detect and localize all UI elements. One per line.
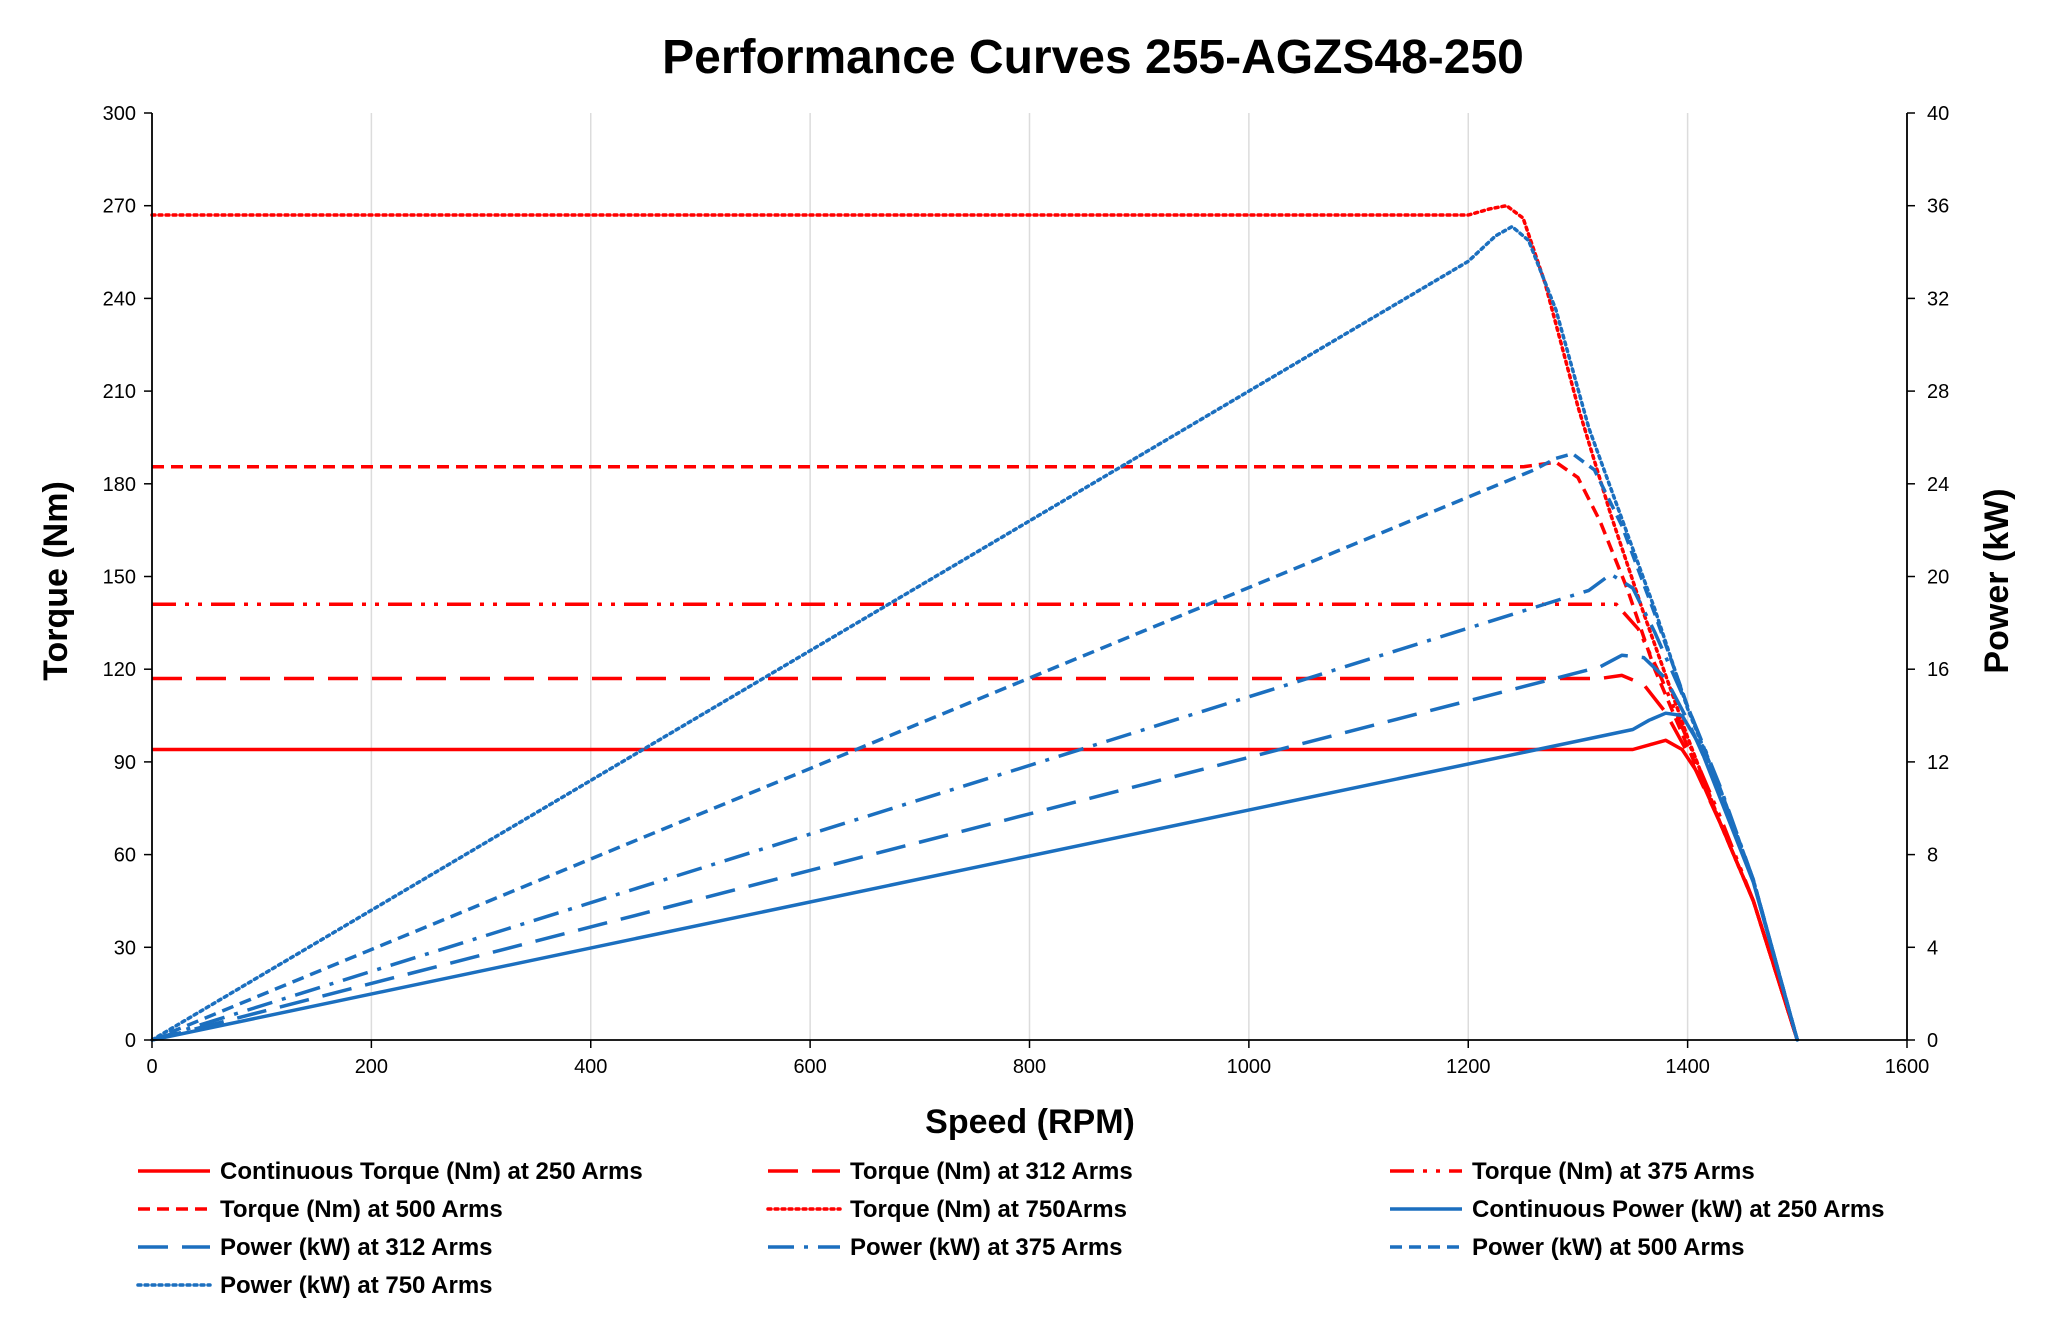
x-tick-label: 600 [793, 1056, 826, 1078]
series-line-3 [152, 602, 1799, 1041]
x-tick-label: 1000 [1227, 1056, 1272, 1078]
y-tick-label: 150 [103, 567, 136, 589]
x-tick-label: 1600 [1885, 1056, 1930, 1078]
y-tick-label: 120 [103, 659, 136, 681]
series-lines [150, 203, 1800, 1042]
legend-label: Torque (Nm) at 500 Arms [220, 1196, 503, 1223]
x-tick-label: 0 [146, 1056, 157, 1078]
y-axis-title: Torque (Nm) [37, 481, 75, 681]
legend-label: Power (kW) at 375 Arms [850, 1234, 1123, 1261]
y2-tick-label: 0 [1927, 1030, 1938, 1052]
legend: Continuous Torque (Nm) at 250 Arms Torque… [136, 1158, 1885, 1299]
series-line-6 [151, 711, 1799, 1042]
series-line-5 [150, 203, 1800, 1042]
y2-tick-label: 20 [1927, 567, 1949, 589]
axes: 0 200 400 600 800 1000 1200 1400 160003060901201… [103, 103, 1950, 1078]
series-line-7 [151, 653, 1799, 1042]
x-tick-label: 1200 [1446, 1056, 1491, 1078]
x-axis-title: Speed (RPM) [925, 1103, 1135, 1141]
y2-tick-label: 12 [1927, 752, 1949, 774]
x-tick-label: 200 [355, 1056, 388, 1078]
legend-label: Continuous Power (kW) at 250 Arms [1472, 1196, 1885, 1223]
series-line-8 [151, 572, 1799, 1042]
y-tick-label: 210 [103, 381, 136, 403]
y2-axis-title: Power (kW) [1978, 488, 2016, 673]
y-tick-label: 270 [103, 196, 136, 218]
y-tick-label: 60 [114, 845, 136, 867]
y2-tick-label: 36 [1927, 196, 1949, 218]
y2-tick-label: 24 [1927, 474, 1949, 496]
y2-tick-label: 16 [1927, 659, 1949, 681]
legend-label: Power (kW) at 500 Arms [1472, 1234, 1745, 1261]
grid-lines [370, 113, 1908, 1040]
y2-tick-label: 8 [1927, 845, 1938, 867]
y-tick-label: 240 [103, 288, 136, 310]
y-tick-label: 30 [114, 937, 136, 959]
legend-label: Torque (Nm) at 375 Arms [1472, 1158, 1755, 1185]
y-tick-label: 180 [103, 474, 136, 496]
x-tick-label: 400 [574, 1056, 607, 1078]
series-line-10 [150, 224, 1800, 1042]
legend-label: Continuous Torque (Nm) at 250 Arms [220, 1158, 643, 1185]
legend-label: Power (kW) at 312 Arms [220, 1234, 493, 1261]
y2-tick-label: 40 [1927, 103, 1949, 125]
y-tick-label: 0 [125, 1030, 136, 1052]
y-tick-label: 300 [103, 103, 136, 125]
series-line-2 [152, 673, 1799, 1041]
series-line-1 [152, 738, 1799, 1041]
legend-label: Torque (Nm) at 312 Arms [850, 1158, 1133, 1185]
y2-tick-label: 32 [1927, 288, 1949, 310]
y-tick-label: 90 [114, 752, 136, 774]
chart-title: Performance Curves 255-AGZS48-250 [662, 31, 1524, 84]
x-tick-label: 800 [1013, 1056, 1046, 1078]
legend-label: Torque (Nm) at 750Arms [850, 1196, 1127, 1223]
y2-tick-label: 4 [1927, 937, 1938, 959]
legend-label: Power (kW) at 750 Arms [220, 1272, 493, 1299]
x-tick-label: 1400 [1665, 1056, 1710, 1078]
y2-tick-label: 28 [1927, 381, 1949, 403]
